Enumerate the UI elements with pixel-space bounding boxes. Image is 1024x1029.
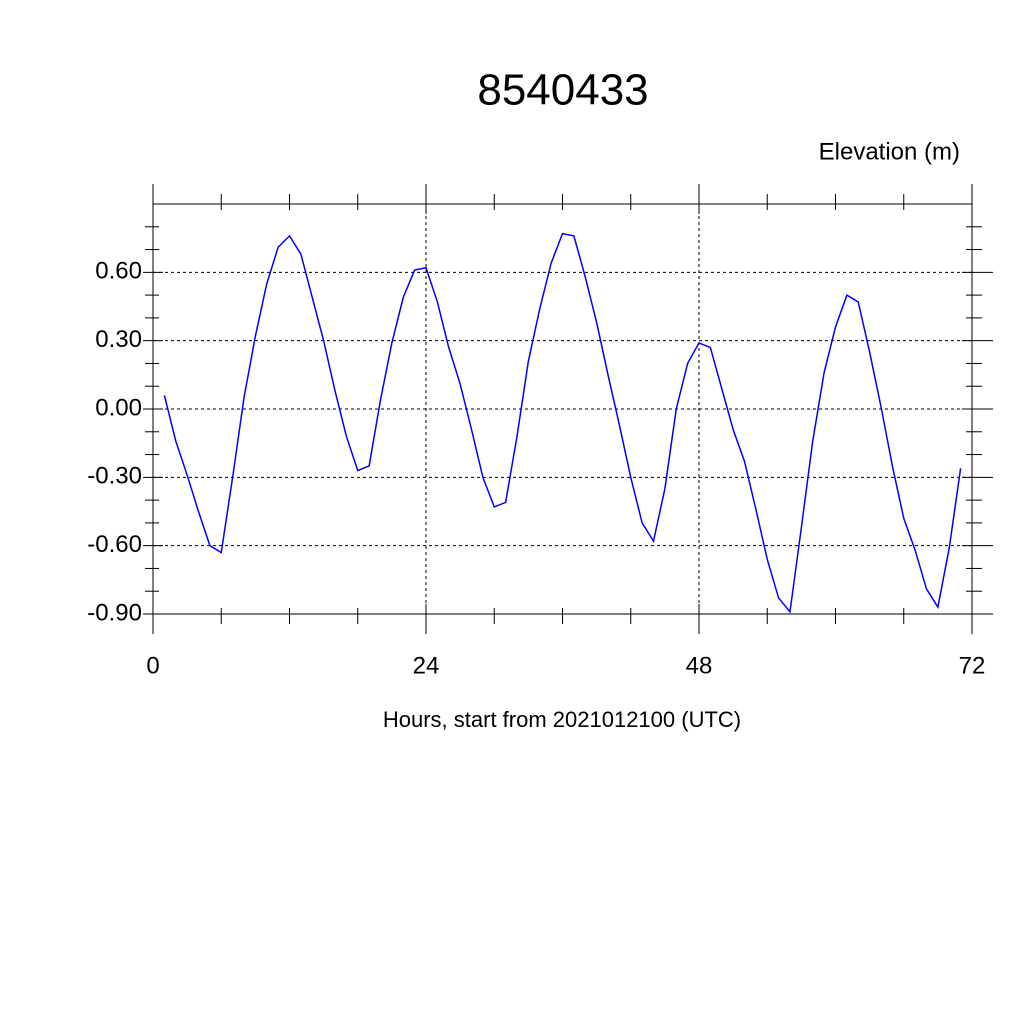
y-tick-label: -0.30 [87,463,142,490]
x-tick-label: 48 [686,652,713,679]
series-line [163,232,962,614]
x-axis-label: Hours, start from 2021012100 (UTC) [383,707,741,732]
y-tick-label: 0.60 [95,258,142,285]
y-tick-label: 0.00 [95,394,142,421]
y-tick-label: 0.30 [95,326,142,353]
chart-title: 8540433 [477,66,648,115]
x-tick-label: 0 [146,652,159,679]
x-tick-label: 24 [413,652,440,679]
x-tick-label: 72 [959,652,986,679]
y-tick-label: -0.60 [87,531,142,558]
y-axis-label: Elevation (m) [819,138,960,165]
y-tick-label: -0.90 [87,599,142,626]
